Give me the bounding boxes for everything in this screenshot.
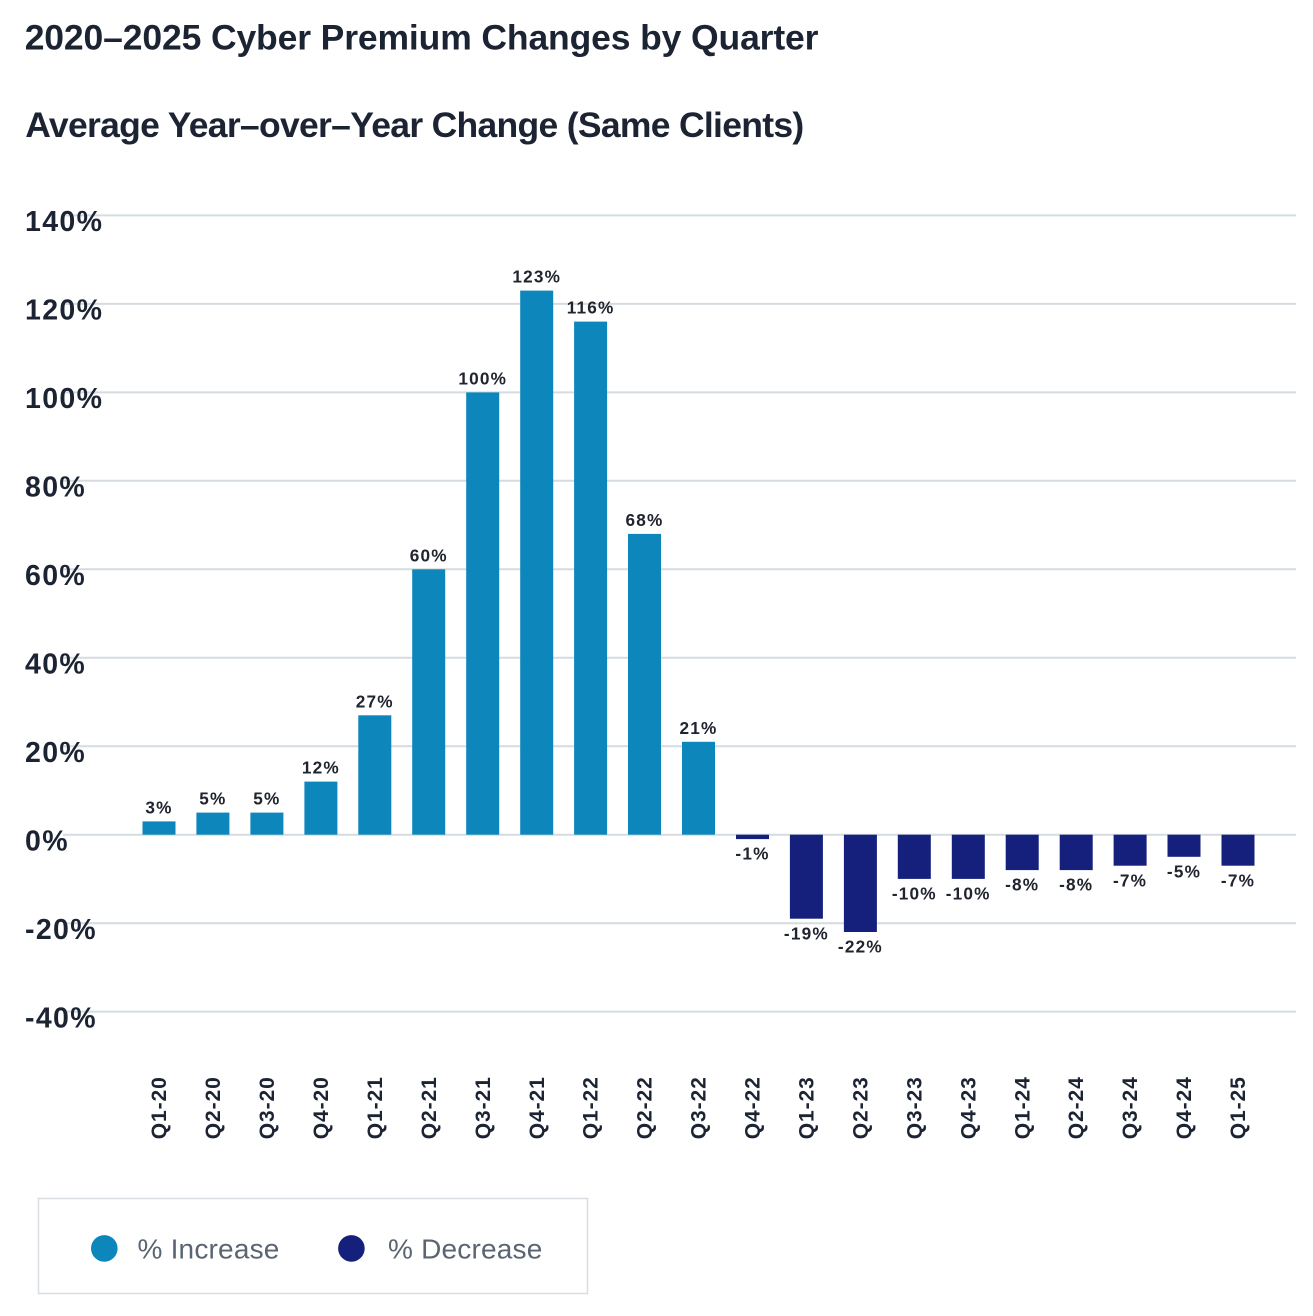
svg-text:Q3-21: Q3-21 (472, 1076, 495, 1139)
svg-text:12%: 12% (302, 758, 340, 778)
svg-text:Q2-22: Q2-22 (634, 1076, 657, 1139)
svg-text:60%: 60% (410, 545, 448, 565)
svg-text:Q2-21: Q2-21 (418, 1076, 441, 1139)
svg-text:60%: 60% (25, 560, 86, 592)
svg-text:Q1-22: Q1-22 (580, 1076, 603, 1139)
svg-text:0%: 0% (25, 826, 69, 858)
svg-text:Average Year–over–Year Change: Average Year–over–Year Change (Same Clie… (25, 105, 803, 145)
svg-text:Q3-20: Q3-20 (256, 1076, 279, 1139)
svg-text:Q3-24: Q3-24 (1119, 1076, 1142, 1139)
svg-text:100%: 100% (25, 383, 103, 415)
svg-text:Q3-22: Q3-22 (688, 1076, 711, 1139)
svg-text:123%: 123% (512, 267, 561, 287)
svg-text:Q2-23: Q2-23 (850, 1076, 873, 1139)
svg-text:Q1-21: Q1-21 (364, 1076, 387, 1139)
svg-text:116%: 116% (567, 298, 615, 318)
svg-text:Q1-23: Q1-23 (796, 1076, 819, 1139)
svg-text:80%: 80% (25, 472, 86, 504)
svg-text:-10%: -10% (946, 884, 991, 904)
svg-text:27%: 27% (356, 691, 394, 711)
svg-text:40%: 40% (25, 649, 86, 681)
svg-text:20%: 20% (25, 737, 86, 769)
svg-text:Q3-23: Q3-23 (903, 1076, 926, 1139)
svg-text:-1%: -1% (735, 844, 769, 864)
svg-text:Q2-24: Q2-24 (1065, 1076, 1088, 1139)
svg-text:21%: 21% (679, 718, 717, 738)
svg-text:Q1-24: Q1-24 (1011, 1076, 1034, 1139)
svg-text:2020–2025 Cyber Premium Change: 2020–2025 Cyber Premium Changes by Quart… (25, 18, 819, 58)
svg-text:120%: 120% (25, 295, 103, 327)
svg-text:-7%: -7% (1221, 870, 1255, 890)
svg-text:68%: 68% (625, 510, 663, 530)
svg-text:-7%: -7% (1113, 870, 1147, 890)
svg-text:Q4-21: Q4-21 (526, 1076, 549, 1139)
svg-text:-8%: -8% (1005, 875, 1039, 895)
svg-text:-22%: -22% (838, 937, 883, 957)
svg-text:-10%: -10% (892, 884, 937, 904)
svg-text:3%: 3% (145, 797, 172, 817)
svg-text:5%: 5% (253, 789, 280, 809)
svg-text:100%: 100% (458, 368, 507, 388)
svg-text:Q2-20: Q2-20 (202, 1076, 225, 1139)
svg-text:% Decrease: % Decrease (388, 1234, 543, 1265)
svg-text:Q4-23: Q4-23 (957, 1076, 980, 1139)
svg-text:5%: 5% (199, 789, 226, 809)
svg-text:Q1-25: Q1-25 (1227, 1076, 1250, 1139)
svg-text:Q4-24: Q4-24 (1173, 1076, 1196, 1139)
svg-text:-5%: -5% (1167, 861, 1201, 881)
svg-text:-19%: -19% (784, 923, 829, 943)
svg-text:Q1-20: Q1-20 (148, 1076, 171, 1139)
svg-text:% Increase: % Increase (138, 1234, 280, 1265)
svg-text:-40%: -40% (25, 1002, 97, 1034)
svg-text:140%: 140% (25, 206, 103, 238)
svg-text:-8%: -8% (1059, 875, 1093, 895)
svg-text:-20%: -20% (25, 914, 97, 946)
svg-text:Q4-22: Q4-22 (742, 1076, 765, 1139)
svg-text:Q4-20: Q4-20 (310, 1076, 333, 1139)
